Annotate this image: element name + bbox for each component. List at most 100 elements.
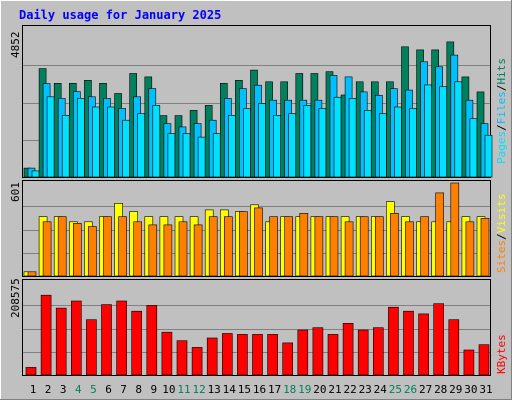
bar-kbytes-day-30: [463, 349, 475, 376]
day-label-11: 11: [177, 383, 190, 396]
bar-kbytes-day-22: [342, 322, 354, 376]
bar-sites-day-31: [480, 218, 490, 277]
bar-pages-day-7: [122, 119, 130, 178]
bar-pages-day-5: [92, 106, 100, 178]
bar-kbytes-day-14: [222, 333, 233, 376]
bar-pages-day-27: [424, 84, 432, 178]
day-label-30: 30: [464, 383, 477, 396]
day-label-21: 21: [328, 383, 341, 396]
bar-kbytes-day-17: [267, 334, 278, 376]
bar-pages-day-26: [409, 108, 417, 178]
day-label-13: 13: [208, 383, 221, 396]
bar-pages-day-31: [484, 134, 493, 178]
day-label-22: 22: [343, 383, 356, 396]
day-label-16: 16: [253, 383, 266, 396]
legend-sep-3: /: [495, 233, 508, 240]
legend-kbytes: KBytes: [495, 334, 508, 374]
day-label-3: 3: [60, 383, 67, 396]
day-label-28: 28: [434, 383, 447, 396]
day-label-23: 23: [359, 383, 372, 396]
legend-files: Files: [495, 91, 508, 124]
bar-sites-day-5: [88, 226, 97, 277]
day-label-9: 9: [150, 383, 157, 396]
bar-pages-day-2: [46, 96, 55, 178]
day-label-2: 2: [45, 383, 52, 396]
bar-pages-day-28: [439, 86, 448, 178]
day-label-17: 17: [268, 383, 281, 396]
bar-kbytes-day-7: [116, 300, 127, 376]
bar-kbytes-day-16: [252, 334, 263, 376]
bar-kbytes-day-20: [312, 327, 324, 376]
bar-kbytes-day-4: [71, 300, 82, 376]
bar-sites-day-12: [193, 224, 203, 277]
day-label-15: 15: [238, 383, 251, 396]
bar-sites-day-18: [284, 216, 294, 277]
bar-sites-day-9: [148, 224, 158, 277]
day-label-4: 4: [75, 383, 82, 396]
panel-bottom-frame: [22, 279, 491, 376]
bar-sites-day-26: [405, 221, 414, 277]
bar-pages-day-24: [378, 113, 387, 178]
bar-sites-day-1: [27, 271, 37, 277]
bar-sites-day-19: [299, 213, 309, 277]
bar-kbytes-day-29: [448, 319, 460, 376]
bar-kbytes-day-13: [206, 337, 218, 376]
bar-sites-day-4: [73, 223, 82, 277]
bar-sites-day-15: [239, 211, 248, 277]
panel-top-frame: [22, 25, 491, 178]
bar-sites-day-17: [269, 216, 278, 277]
bar-pages-day-18: [288, 113, 297, 178]
bar-pages-day-9: [152, 105, 161, 178]
day-label-24: 24: [374, 383, 388, 396]
bar-kbytes-day-8: [131, 310, 142, 376]
bar-sites-day-28: [435, 192, 445, 277]
panel-middle-frame: [22, 180, 491, 277]
chart-title: Daily usage for January 2025: [19, 8, 221, 22]
day-label-19: 19: [298, 383, 311, 396]
bar-kbytes-day-12: [191, 347, 203, 376]
bar-kbytes-day-3: [55, 307, 67, 376]
bar-kbytes-day-15: [237, 334, 248, 376]
bar-kbytes-day-11: [176, 340, 188, 376]
bars: [23, 41, 493, 376]
bottom-scale-label: 208575: [9, 278, 22, 318]
bar-pages-day-22: [348, 98, 357, 178]
bar-kbytes-day-6: [101, 304, 112, 376]
bar-sites-day-3: [57, 216, 67, 277]
bar-kbytes-day-18: [282, 342, 294, 376]
day-label-25: 25: [389, 383, 402, 396]
legend-bottom: KBytes: [495, 334, 508, 374]
bar-kbytes-day-10: [161, 331, 173, 376]
bar-kbytes-day-25: [388, 306, 399, 376]
bar-sites-day-27: [420, 216, 429, 277]
bar-kbytes-day-26: [403, 310, 414, 376]
day-label-10: 10: [162, 383, 175, 396]
legend-hits: Hits: [495, 58, 508, 85]
bar-kbytes-day-1: [25, 367, 37, 376]
bar-pages-day-3: [61, 115, 70, 178]
legend-sites: Sites: [495, 240, 508, 273]
bar-pages-day-14: [228, 115, 236, 178]
bar-pages-day-8: [137, 113, 145, 178]
day-label-14: 14: [223, 383, 237, 396]
bar-sites-day-6: [103, 216, 112, 277]
day-label-29: 29: [449, 383, 462, 396]
bar-sites-day-23: [359, 216, 369, 277]
bar-sites-day-29: [450, 182, 460, 277]
bar-sites-day-2: [42, 221, 52, 277]
bar-pages-day-21: [333, 96, 342, 178]
bar-sites-day-10: [163, 224, 173, 277]
day-label-1: 1: [30, 383, 37, 396]
bar-kbytes-day-2: [40, 294, 52, 376]
bar-kbytes-day-23: [357, 329, 369, 376]
bar-sites-day-25: [390, 213, 399, 277]
day-label-27: 27: [419, 383, 432, 396]
bar-sites-day-24: [374, 216, 384, 277]
bar-kbytes-day-19: [297, 329, 309, 376]
legend-top: Pages/Files/Hits: [495, 58, 508, 164]
legend-visits: Visits: [495, 194, 508, 234]
bar-pages-day-11: [182, 133, 191, 178]
bar-pages-day-15: [243, 108, 251, 178]
bar-pages-day-13: [212, 133, 221, 178]
day-label-7: 7: [120, 383, 127, 396]
